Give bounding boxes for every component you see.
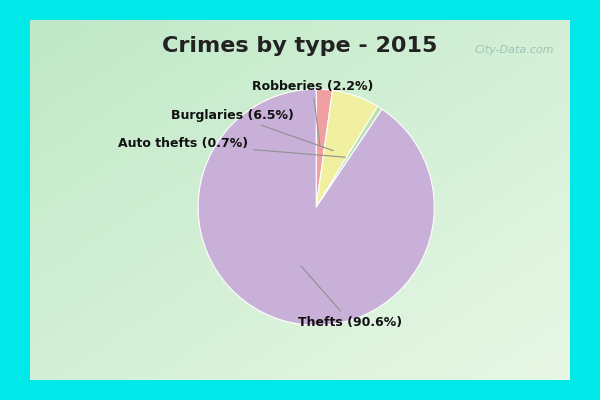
Wedge shape	[316, 89, 332, 207]
Text: Crimes by type - 2015: Crimes by type - 2015	[163, 36, 437, 56]
Text: City-Data.com: City-Data.com	[474, 45, 554, 55]
Text: Robberies (2.2%): Robberies (2.2%)	[252, 80, 373, 146]
Wedge shape	[198, 89, 434, 325]
Text: Auto thefts (0.7%): Auto thefts (0.7%)	[118, 137, 345, 157]
Text: Thefts (90.6%): Thefts (90.6%)	[298, 266, 403, 329]
Wedge shape	[316, 90, 377, 207]
Wedge shape	[316, 106, 382, 207]
Text: Burglaries (6.5%): Burglaries (6.5%)	[171, 108, 334, 151]
